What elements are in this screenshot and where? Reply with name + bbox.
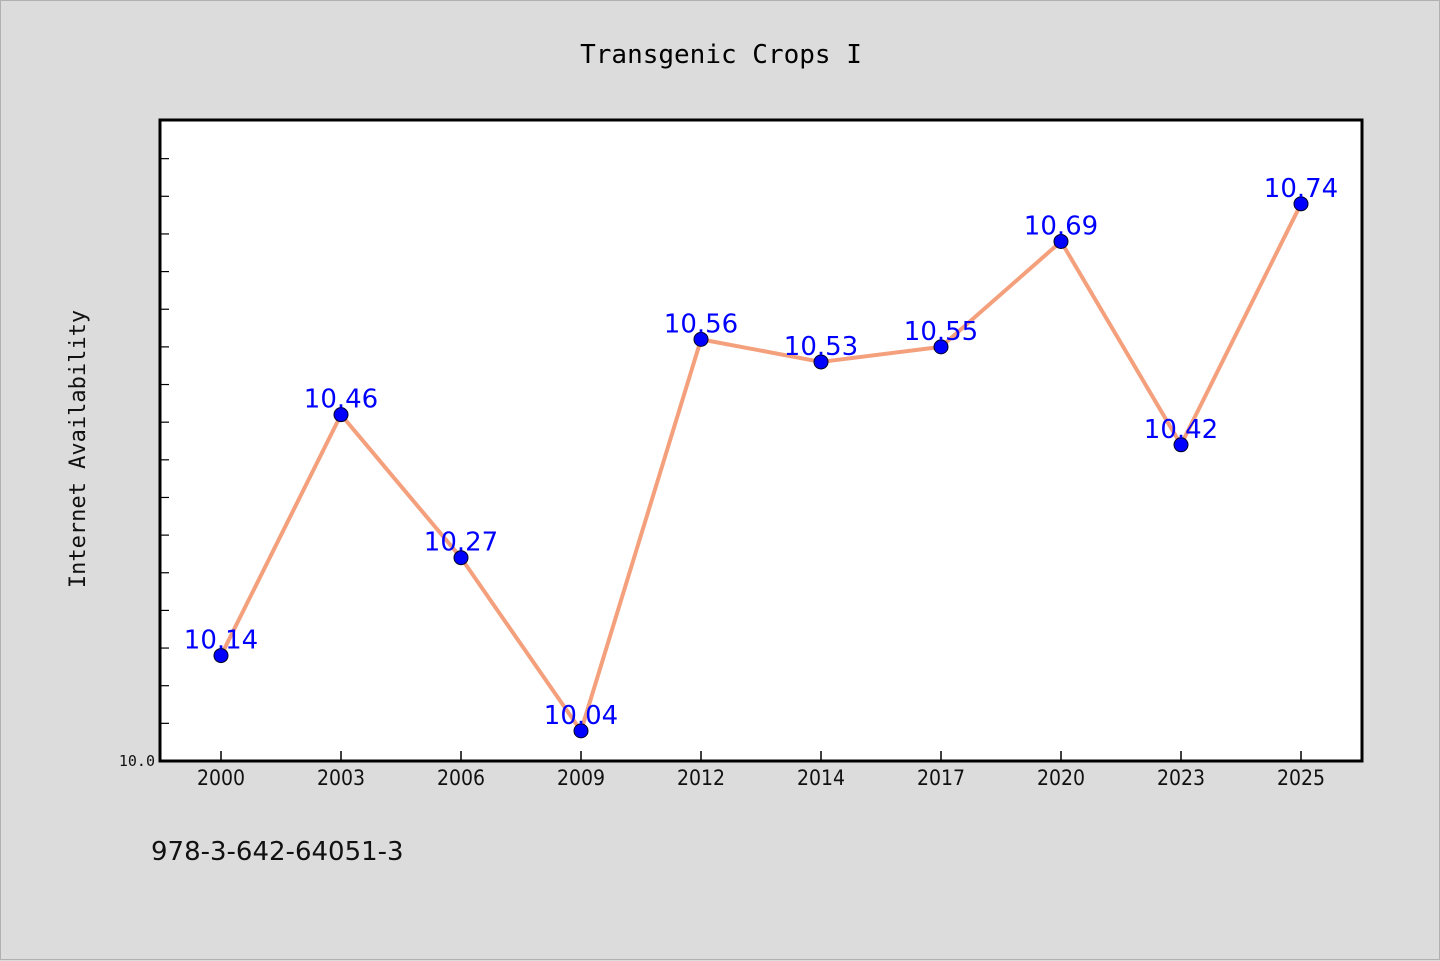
- x-tick-labels: 2000 2003 2006 2009 2012 2014 2017 2020 2023 2025: [197, 766, 1325, 790]
- x-tick-label: 2012: [677, 766, 725, 790]
- data-point: [693, 331, 709, 347]
- isbn-footer: 978-3-642-64051-3: [151, 837, 404, 867]
- chart-title: Transgenic Crops I: [580, 40, 862, 70]
- data-label: 10.14: [184, 626, 258, 656]
- data-point: [1173, 437, 1189, 453]
- data-point: [1053, 233, 1069, 249]
- x-tick-label: 2023: [1157, 766, 1205, 790]
- y-tick-label: 10.0: [119, 752, 155, 770]
- x-tick-label: 2025: [1277, 766, 1325, 790]
- data-point: [573, 723, 589, 739]
- x-tick-label: 2017: [917, 766, 965, 790]
- data-labels: 10.14 10.46 10.27 10.04 10.56 10.53 10.55 10.69…: [184, 174, 1338, 731]
- data-label: 10.27: [424, 528, 498, 558]
- data-label: 10.46: [304, 385, 378, 415]
- y-tick-labels: 10.0: [119, 752, 155, 770]
- data-label: 10.53: [784, 332, 858, 362]
- data-label: 10.04: [544, 701, 618, 731]
- data-point: [213, 648, 229, 664]
- data-point: [453, 550, 469, 566]
- data-points: [213, 196, 1309, 739]
- axis-ticks: [161, 158, 1302, 761]
- y-axis-label: Internet Availability: [66, 310, 91, 588]
- x-tick-label: 2000: [197, 766, 245, 790]
- x-tick-label: 2009: [557, 766, 605, 790]
- data-point: [333, 407, 349, 423]
- data-point: [813, 354, 829, 370]
- data-label: 10.42: [1144, 415, 1218, 445]
- series-line: [219, 202, 1303, 733]
- data-label: 10.55: [904, 317, 978, 347]
- data-point: [933, 339, 949, 355]
- x-tick-label: 2020: [1037, 766, 1085, 790]
- x-tick-label: 2003: [317, 766, 365, 790]
- data-label: 10.74: [1264, 174, 1338, 204]
- data-label: 10.69: [1024, 211, 1098, 241]
- data-label: 10.56: [664, 309, 738, 339]
- x-tick-label: 2014: [797, 766, 845, 790]
- data-point: [1293, 196, 1309, 212]
- x-tick-label: 2006: [437, 766, 485, 790]
